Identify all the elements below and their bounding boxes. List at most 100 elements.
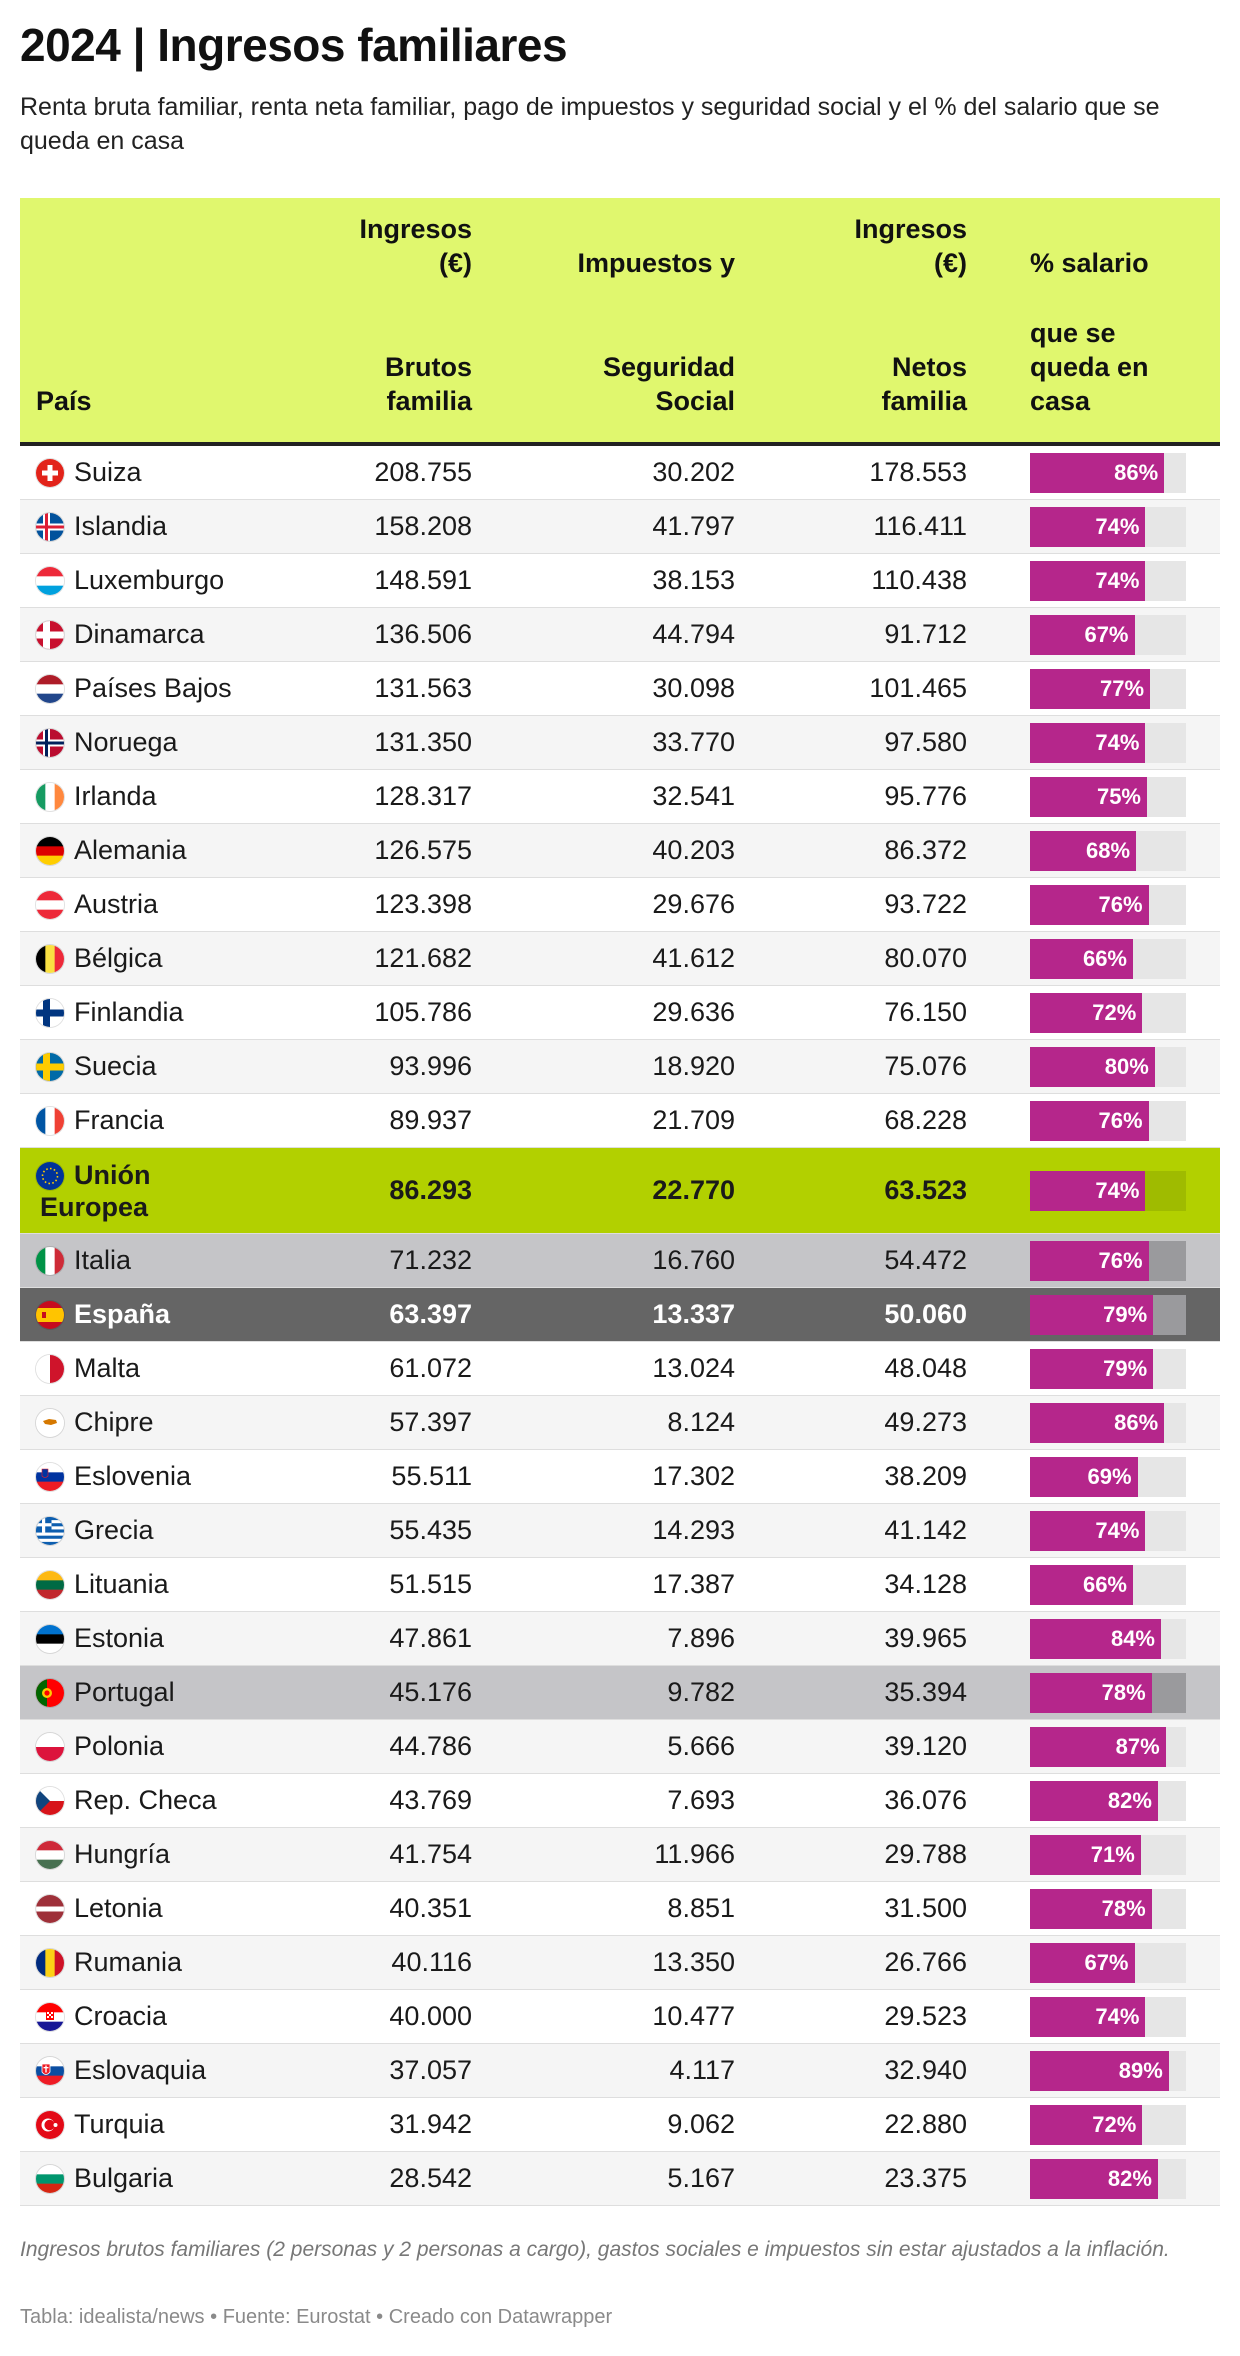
pct-bar-track: 75% (1030, 776, 1186, 817)
pct-bar: 71% (1030, 1834, 1141, 1875)
table-row-alemania: Alemania 126.575 40.203 86.372 68% (20, 824, 1220, 878)
source-label: Tabla: idealista/news (20, 2306, 205, 2328)
flag-se-icon (36, 1052, 64, 1081)
pct-bar: 75% (1030, 776, 1147, 817)
table-row-austria: Austria 123.398 29.676 93.722 76% (20, 878, 1220, 932)
table-body: Suiza 208.755 30.202 178.553 86% Islandia 158.… (20, 446, 1220, 2206)
net-income-cell: 97.580 (884, 727, 967, 757)
pct-bar-track: 74% (1030, 1170, 1186, 1211)
pct-bar: 79% (1030, 1294, 1154, 1335)
tax-cell: 29.636 (652, 997, 735, 1027)
pct-bar: 79% (1030, 1348, 1154, 1389)
pct-label: 72% (1092, 999, 1137, 1025)
header-pct-top: % salario (1030, 248, 1149, 278)
country-name-line: Unión (74, 1159, 151, 1190)
pct-bar: 80% (1030, 1046, 1155, 1087)
pct-bar: 76% (1030, 1240, 1149, 1281)
country-name: Letonia (74, 1893, 163, 1923)
pct-label: 72% (1092, 2111, 1137, 2137)
pct-bar-track: 82% (1030, 2158, 1186, 2199)
tax-cell: 44.794 (652, 619, 735, 649)
table-row-italia: Italia 71.232 16.760 54.472 76% (20, 1234, 1220, 1288)
country-name-line: Europea (40, 1191, 149, 1222)
net-income-cell: 39.120 (884, 1731, 967, 1761)
table-row-paises-bajos: Países Bajos 131.563 30.098 101.465 77% (20, 662, 1220, 716)
tax-cell: 4.117 (669, 2055, 735, 2085)
pct-bar-track: 74% (1030, 1510, 1186, 1551)
flag-dk-icon (36, 620, 64, 649)
pct-bar: 74% (1030, 560, 1146, 601)
tax-cell: 33.770 (652, 727, 735, 757)
pct-label: 74% (1095, 513, 1140, 539)
flag-sk-icon (36, 2056, 64, 2085)
flag-de-icon (36, 836, 64, 865)
table-row-belgica: Bélgica 121.682 41.612 80.070 66% (20, 932, 1220, 986)
flag-hr-icon (36, 2002, 64, 2031)
net-income-cell: 63.523 (884, 1175, 967, 1205)
flag-cz-icon (36, 1786, 64, 1815)
table-row-lituania: Lituania 51.515 17.387 34.128 66% (20, 1558, 1220, 1612)
flag-pl-icon (36, 1732, 64, 1761)
country-name: Eslovenia (74, 1461, 192, 1491)
country-name: Irlanda (74, 781, 157, 811)
table-row-grecia: Grecia 55.435 14.293 41.142 74% (20, 1504, 1220, 1558)
pct-label: 74% (1095, 1517, 1140, 1543)
tax-cell: 17.302 (652, 1461, 735, 1491)
footnote: Ingresos brutos familiares (2 personas y… (20, 2238, 1170, 2261)
country-name: España (74, 1299, 171, 1329)
pct-bar: 72% (1030, 2104, 1143, 2145)
net-income-cell: 178.553 (869, 457, 967, 487)
gross-income-cell: 86.293 (389, 1175, 472, 1205)
net-income-cell: 68.228 (884, 1105, 967, 1135)
tax-cell: 21.709 (652, 1105, 735, 1135)
gross-income-cell: 131.563 (374, 673, 472, 703)
gross-income-cell: 47.861 (389, 1623, 472, 1653)
flag-ie-icon (36, 782, 64, 811)
gross-income-cell: 105.786 (374, 997, 472, 1027)
country-name: Austria (74, 889, 159, 919)
pct-label: 78% (1101, 1895, 1146, 1921)
country-name: Luxemburgo (74, 565, 225, 595)
pct-label: 68% (1086, 837, 1131, 863)
flag-at-icon (36, 890, 64, 919)
country-name: Islandia (74, 511, 168, 541)
pct-bar: 76% (1030, 884, 1149, 925)
gross-income-cell: 148.591 (374, 565, 472, 595)
flag-no-icon (36, 728, 64, 757)
table-row-eslovenia: Eslovenia 55.511 17.302 38.209 69% (20, 1450, 1220, 1504)
country-name: Polonia (74, 1731, 165, 1761)
pct-bar-track: 72% (1030, 2104, 1186, 2145)
country-name: Bulgaria (74, 2163, 174, 2193)
gross-income-cell: 40.351 (389, 1893, 472, 1923)
pct-label: 74% (1095, 2003, 1140, 2029)
pct-bar: 78% (1030, 1672, 1152, 1713)
pct-label: 82% (1107, 1787, 1152, 1813)
pct-bar: 89% (1030, 2050, 1169, 2091)
table-row-suiza: Suiza 208.755 30.202 178.553 86% (20, 446, 1220, 500)
net-income-cell: 76.150 (884, 997, 967, 1027)
country-name: Países Bajos (74, 673, 232, 703)
pct-bar-track: 72% (1030, 992, 1186, 1033)
net-income-cell: 29.788 (884, 1839, 967, 1869)
net-income-cell: 38.209 (884, 1461, 967, 1491)
tax-cell: 29.676 (652, 889, 735, 919)
table-row-bulgaria: Bulgaria 28.542 5.167 23.375 82% (20, 2152, 1220, 2206)
income-table: País Ingresos (€) Brutos familia Impuest… (20, 198, 1220, 2206)
tax-cell: 13.024 (652, 1353, 735, 1383)
tax-cell: 32.541 (652, 781, 735, 811)
pct-bar-track: 67% (1030, 1942, 1186, 1983)
flag-is-icon (36, 512, 64, 541)
pct-bar-track: 78% (1030, 1672, 1186, 1713)
net-income-cell: 22.880 (884, 2109, 967, 2139)
pct-label: 76% (1098, 1107, 1143, 1133)
table-row-estonia: Estonia 47.861 7.896 39.965 84% (20, 1612, 1220, 1666)
country-name: Unión Europea (40, 1148, 314, 1233)
table-row-espana: España 63.397 13.337 50.060 79% (20, 1288, 1220, 1342)
country-name: Lituania (74, 1569, 169, 1599)
pct-label: 82% (1107, 2165, 1152, 2191)
pct-bar: 76% (1030, 1100, 1149, 1141)
tax-cell: 22.770 (652, 1175, 735, 1205)
pct-label: 78% (1101, 1679, 1146, 1705)
gross-income-cell: 44.786 (389, 1731, 472, 1761)
pct-bar-track: 74% (1030, 722, 1186, 763)
